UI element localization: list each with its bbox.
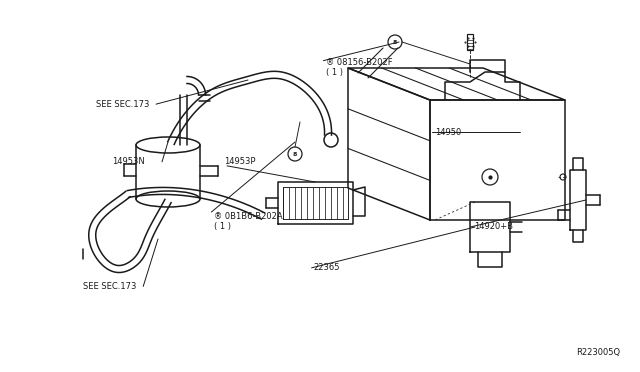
- Text: ® 0B1B6-B202A
( 1 ): ® 0B1B6-B202A ( 1 ): [214, 212, 283, 231]
- Text: SEE SEC.173: SEE SEC.173: [83, 282, 136, 291]
- Bar: [467, 34, 473, 50]
- Text: ® 08156-B202F
( 1 ): ® 08156-B202F ( 1 ): [326, 58, 393, 77]
- Text: 14953P: 14953P: [224, 157, 255, 166]
- Text: R223005Q: R223005Q: [576, 348, 620, 357]
- Text: 14953N: 14953N: [112, 157, 145, 166]
- Text: 8: 8: [393, 39, 397, 45]
- Text: SEE SEC.173: SEE SEC.173: [96, 100, 149, 109]
- Text: 8: 8: [293, 151, 297, 157]
- Text: 14950: 14950: [435, 128, 461, 137]
- Text: 22365: 22365: [314, 263, 340, 272]
- Text: 14920+B: 14920+B: [474, 222, 513, 231]
